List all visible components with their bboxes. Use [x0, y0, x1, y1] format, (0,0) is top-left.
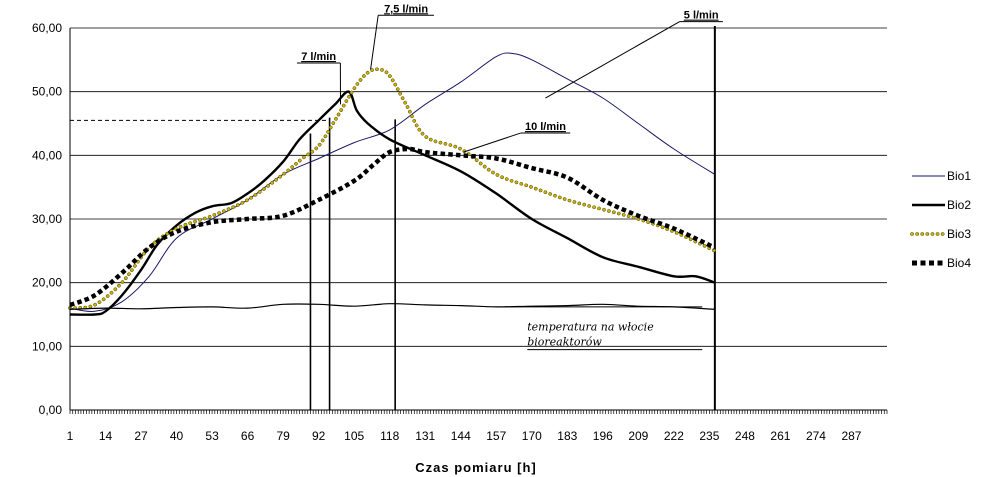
- axes: [69, 28, 888, 414]
- x-tick-label: 157: [486, 429, 506, 443]
- x-tick-label: 248: [735, 429, 755, 443]
- annotation-leader: [545, 21, 680, 99]
- x-tick-label: 183: [557, 429, 577, 443]
- x-axis-ticks: 1 14 27 40 53 66 79 92 105 118 131 144 157 170 183 196 2…: [67, 429, 862, 443]
- y-tick-label: 60,00: [32, 21, 62, 35]
- y-tick-label: 50,00: [32, 85, 62, 99]
- x-tick-label: 66: [241, 429, 255, 443]
- legend-bio4-label: Bio4: [947, 256, 971, 270]
- y-tick-label: 10,00: [32, 339, 62, 353]
- reference-lines: [70, 26, 716, 410]
- series-bio3: [68, 67, 717, 310]
- annotation-leader: [463, 132, 521, 153]
- annotation-label: 7,5 l/min: [384, 3, 428, 15]
- annotation-label: 5 l/min: [684, 10, 719, 22]
- legend-bio2-label: Bio2: [947, 198, 971, 212]
- x-tick-label: 79: [276, 429, 290, 443]
- series-bio4: [69, 146, 716, 308]
- x-tick-label: 14: [99, 429, 113, 443]
- x-tick-label: 222: [664, 429, 684, 443]
- annotation-label: temperatura na włocie bioreaktorów: [527, 321, 654, 349]
- annotation-leader: [370, 15, 379, 70]
- x-tick-label: 105: [344, 429, 364, 443]
- x-tick-label: 287: [841, 429, 861, 443]
- series-bio2: [69, 90, 716, 316]
- x-tick-label: 53: [205, 429, 219, 443]
- annotation-label: 10 l/min: [525, 121, 566, 133]
- legend-bio3-label: Bio3: [947, 227, 971, 241]
- x-tick-label: 40: [170, 429, 184, 443]
- x-tick-label: 144: [451, 429, 471, 443]
- series-lines: [68, 52, 717, 316]
- series-inlet-temperature: [69, 303, 715, 310]
- series-bio1: [69, 52, 716, 313]
- annotation-label: 7 l/min: [301, 51, 336, 63]
- x-tick-label: 274: [806, 429, 826, 443]
- x-tick-label: 196: [593, 429, 613, 443]
- legend-bio1-label: Bio1: [947, 169, 971, 183]
- y-tick-label: 20,00: [32, 276, 62, 290]
- x-axis-title: Czas pomiaru [h]: [415, 460, 536, 475]
- x-tick-label: 1: [67, 429, 74, 443]
- annotation-line: temperatura na włocie: [527, 321, 654, 334]
- y-tick-label: 0,00: [39, 403, 63, 417]
- x-tick-label: 261: [770, 429, 790, 443]
- annotation-line: bioreaktorów: [527, 336, 602, 349]
- legend: Bio1 Bio2 Bio3 Bio4: [910, 169, 971, 270]
- x-tick-label: 92: [312, 429, 326, 443]
- grid-lines: [70, 27, 887, 347]
- y-tick-label: 30,00: [32, 212, 62, 226]
- x-tick-label: 209: [628, 429, 648, 443]
- annotations: 7,5 l/min 5 l/min 7 l/min 10 l/min temperatu…: [296, 3, 723, 351]
- x-tick-label: 170: [522, 429, 542, 443]
- x-tick-label: 235: [699, 429, 719, 443]
- y-tick-label: 40,00: [32, 148, 62, 162]
- x-tick-label: 27: [134, 429, 148, 443]
- x-tick-label: 131: [415, 429, 435, 443]
- x-tick-label: 118: [380, 429, 399, 443]
- series-bio3-shadow: [68, 67, 717, 310]
- y-axis-ticks: 0,00 10,00 20,00 30,00 40,00 50,00 60,00: [32, 21, 62, 417]
